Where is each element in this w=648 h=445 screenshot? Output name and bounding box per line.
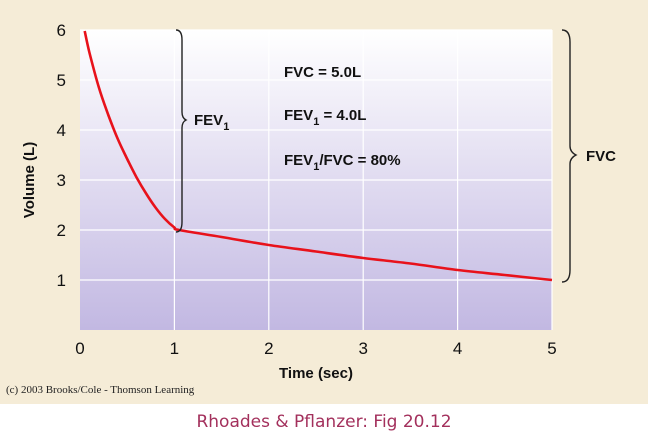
x-tick-label: 3: [358, 339, 367, 358]
fev1-bracket: [175, 29, 188, 233]
fvc-label: FVC: [586, 148, 616, 165]
tick-labels: 0 1 2 3 4 5 1 2 3 4 5 6: [57, 21, 557, 358]
y-axis-label: Volume (L): [21, 142, 38, 218]
y-tick-label: 1: [57, 271, 66, 290]
y-tick-label: 2: [57, 221, 66, 240]
fvc-bracket: [561, 29, 578, 283]
y-tick-label: 6: [57, 21, 66, 40]
x-tick-label: 1: [170, 339, 179, 358]
y-tick-label: 5: [57, 71, 66, 90]
x-tick-label: 0: [75, 339, 84, 358]
figure-caption: Rhoades & Pflanzer: Fig 20.12: [196, 412, 452, 432]
spirometry-chart: 0 1 2 3 4 5 1 2 3 4 5 6 Volume (L) Time (sec) FEV1 …: [6, 21, 616, 396]
annotation-fvc-value: FVC = 5.0L: [284, 64, 361, 81]
gridlines: [80, 29, 553, 330]
y-tick-label: 4: [57, 121, 66, 140]
x-tick-label: 2: [264, 339, 273, 358]
volume-curve: [83, 30, 553, 282]
x-tick-label: 4: [453, 339, 462, 358]
y-tick-label: 3: [57, 171, 66, 190]
annotation-ratio: FEV1/FVC = 80%: [284, 152, 401, 173]
copyright-notice: (c) 2003 Brooks/Cole - Thomson Learning: [6, 384, 195, 396]
annotation-fev1-value: FEV1 = 4.0L: [284, 107, 366, 128]
fev1-label: FEV1: [194, 112, 229, 133]
x-axis-label: Time (sec): [279, 365, 353, 382]
x-tick-label: 5: [547, 339, 556, 358]
